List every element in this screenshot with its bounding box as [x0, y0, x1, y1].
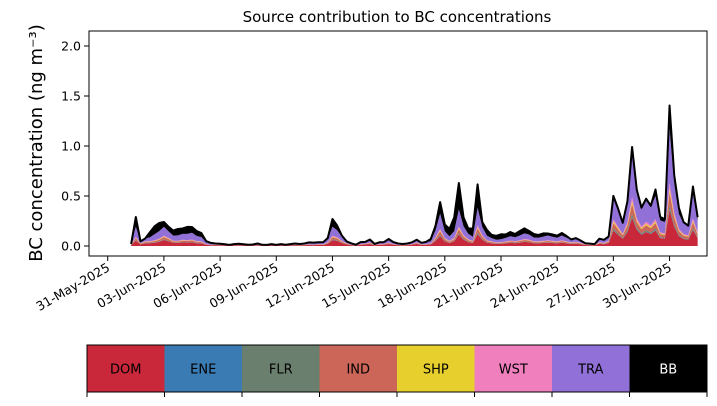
- chart-title: Source contribution to BC concentrations: [243, 8, 552, 26]
- series-layer: [131, 105, 698, 246]
- legend-label-tra: TRA: [577, 363, 603, 378]
- legend-label-ind: IND: [346, 363, 370, 378]
- y-tick-label: 1.0: [61, 139, 81, 154]
- plot-area: [88, 30, 708, 257]
- legend-label-ene: ENE: [190, 363, 216, 378]
- legend-label-bb: BB: [659, 363, 677, 378]
- y-tick-label: 2.0: [61, 39, 81, 54]
- y-tick-label: 1.5: [61, 89, 81, 104]
- plot-frame: [88, 30, 708, 257]
- legend-label-dom: DOM: [110, 363, 141, 378]
- y-tick-label: 0.5: [61, 189, 81, 204]
- total-outline: [130, 104, 699, 246]
- legend-swatch-dom: [87, 345, 165, 392]
- legend-label-shp: SHP: [423, 363, 449, 378]
- y-axis: 0.0 0.5 1.0 1.5 2.0: [61, 39, 89, 254]
- y-tick-label: 0.0: [61, 239, 81, 254]
- legend-swatch-bb: [629, 345, 708, 392]
- area-dom: [131, 209, 698, 246]
- legend-swatch-flr: [242, 345, 320, 392]
- legend-swatch-shp: [397, 345, 475, 392]
- area-bb: [131, 105, 698, 245]
- legend-swatch-wst: [474, 345, 553, 392]
- legend-label-wst: WST: [499, 363, 528, 378]
- y-axis-label: BC concentration (ng m⁻³): [26, 24, 47, 262]
- legend-swatch-tra: [552, 345, 630, 392]
- legend-swatch-ind: [319, 345, 398, 392]
- legend-colorbar: DOM ENE FLR IND SHP WST TRA BB: [86, 344, 708, 397]
- legend-swatch-ene: [164, 345, 243, 392]
- legend-label-flr: FLR: [269, 363, 293, 378]
- x-axis: 31-May-202503-Jun-202506-Jun-202509-Jun-…: [33, 256, 674, 314]
